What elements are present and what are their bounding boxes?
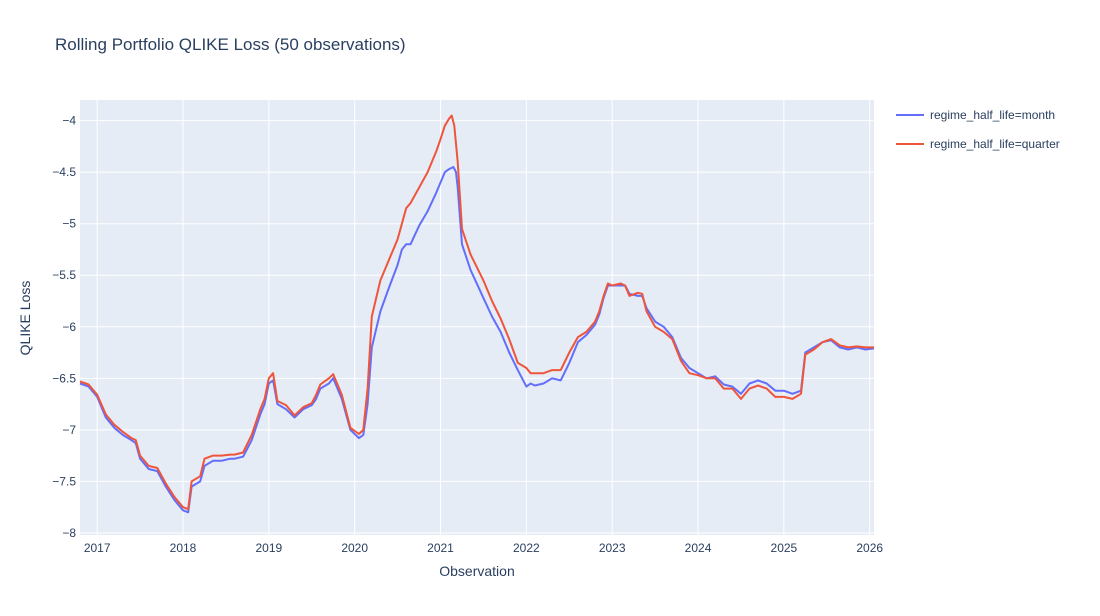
x-tick-label: 2024 bbox=[685, 541, 712, 555]
y-tick-label: −7 bbox=[62, 423, 76, 437]
legend-item-1[interactable]: regime_half_life=month bbox=[896, 108, 1055, 122]
y-tick-label: −6 bbox=[62, 320, 76, 334]
x-tick-label: 2019 bbox=[255, 541, 282, 555]
series-line-1 bbox=[79, 166, 875, 514]
y-tick-label: −8 bbox=[62, 526, 76, 540]
x-tick-label: 2022 bbox=[513, 541, 540, 555]
legend-item-2[interactable]: regime_half_life=quarter bbox=[896, 137, 1060, 151]
x-tick-label: 2023 bbox=[599, 541, 626, 555]
legend-label: regime_half_life=month bbox=[930, 108, 1055, 122]
y-tick-label: −4.5 bbox=[52, 165, 76, 179]
legend-label: regime_half_life=quarter bbox=[930, 137, 1060, 151]
series-lines bbox=[79, 114, 875, 514]
x-tick-label: 2025 bbox=[771, 541, 798, 555]
x-axis-title: Observation bbox=[439, 563, 514, 579]
grid bbox=[80, 100, 874, 535]
legend[interactable]: regime_half_life=month regime_half_life=q… bbox=[896, 108, 1060, 151]
x-tick-label: 2021 bbox=[427, 541, 454, 555]
x-tick-label: 2018 bbox=[170, 541, 197, 555]
y-axis-ticks: −4 −4.5 −5 −5.5 −6 −6.5 −7 −7.5 −8 bbox=[52, 114, 76, 540]
y-tick-label: −4 bbox=[62, 114, 76, 128]
chart-title: Rolling Portfolio QLIKE Loss (50 observa… bbox=[55, 35, 406, 54]
y-tick-label: −5 bbox=[62, 217, 76, 231]
plot-area bbox=[80, 100, 874, 535]
x-tick-label: 2017 bbox=[84, 541, 111, 555]
x-tick-label: 2026 bbox=[856, 541, 883, 555]
y-tick-label: −7.5 bbox=[52, 474, 76, 488]
y-tick-label: −6.5 bbox=[52, 371, 76, 385]
x-axis-ticks: 2017 2018 2019 2020 2021 2022 2023 2024 2025 2026 bbox=[84, 541, 884, 555]
x-tick-label: 2020 bbox=[341, 541, 368, 555]
y-axis-title: QLIKE Loss bbox=[17, 281, 33, 356]
series-line-2 bbox=[79, 114, 874, 511]
y-tick-label: −5.5 bbox=[52, 268, 76, 282]
